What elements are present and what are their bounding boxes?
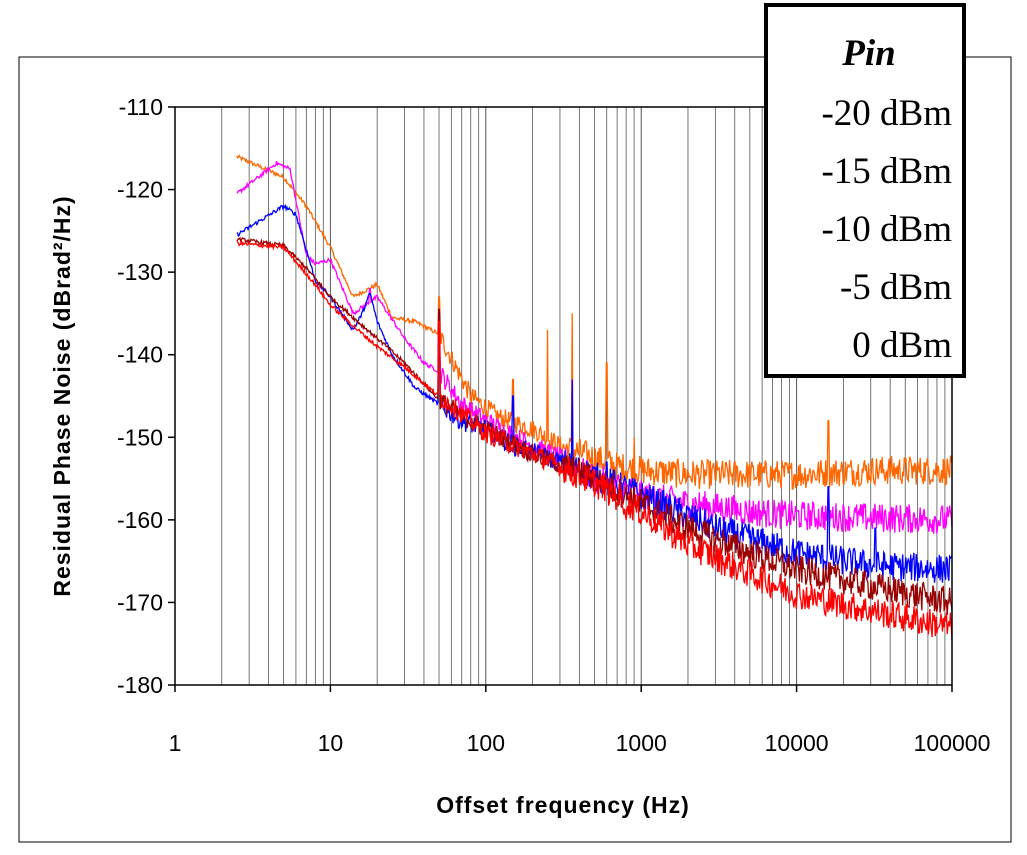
x-tick-label: 10000 (765, 730, 829, 756)
series-line (236, 203, 953, 583)
y-tick-label: -150 (117, 424, 163, 450)
y-axis-title: Residual Phase Noise (dBrad²/Hz) (49, 195, 75, 596)
legend-entry: -15 dBm (821, 151, 952, 192)
legend-box (764, 3, 966, 378)
x-tick-label: 10 (318, 730, 344, 756)
x-axis-ticks: 1 10 100 1000 10000 100000 (169, 685, 991, 756)
plot-area-border (174, 106, 953, 686)
y-axis-ticks: -110 -120 -130 -140 -150 -160 -170 -180 (117, 94, 175, 698)
y-tick-label: -160 (117, 507, 163, 533)
series-line (236, 239, 953, 641)
y-tick-label: -130 (117, 259, 163, 285)
x-tick-label: 1 (169, 730, 182, 756)
legend: Pin -20 dBm -15 dBm -10 dBm -5 dBm 0 dBm (764, 3, 966, 378)
series-layer (236, 154, 953, 641)
x-axis-title: Offset frequency (Hz) (436, 792, 690, 818)
y-tick-label: -170 (117, 589, 163, 615)
legend-entry: -5 dBm (840, 267, 952, 308)
y-tick-label: -120 (117, 177, 163, 203)
legend-title: Pin (841, 33, 895, 74)
x-tick-label: 1000 (616, 730, 667, 756)
x-tick-label: 100000 (914, 730, 991, 756)
legend-entry: 0 dBm (852, 325, 952, 366)
y-tick-label: -110 (119, 94, 163, 120)
legend-entry: -20 dBm (821, 93, 952, 134)
legend-entry: -10 dBm (821, 209, 952, 250)
y-tick-label: -180 (117, 672, 163, 698)
x-tick-label: 100 (467, 730, 505, 756)
grid (221, 107, 946, 685)
y-tick-label: -140 (117, 342, 163, 368)
